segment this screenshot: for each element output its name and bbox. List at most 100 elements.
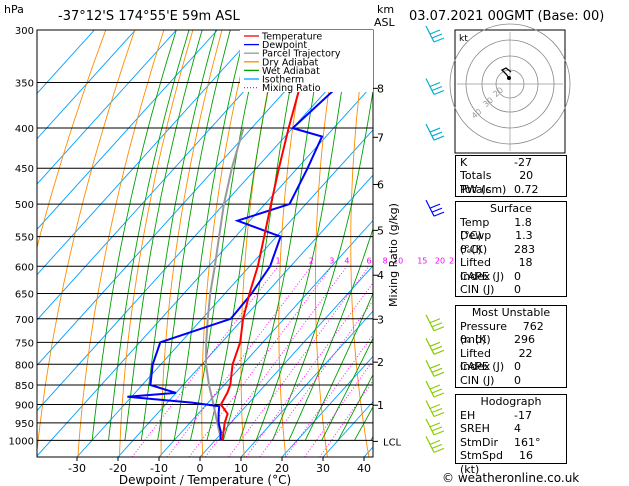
indices-label: Lifted Index: [460, 346, 491, 374]
hpa-label: hPa: [4, 3, 24, 16]
dry-adiabat-line: [37, 30, 107, 250]
dry-adiabat-line: [119, 30, 194, 457]
wind-barb-flag: [429, 318, 441, 324]
mixing-ratio-line: [188, 266, 333, 457]
legend-entry: Temperature: [261, 32, 322, 43]
indices-value: 0: [514, 373, 521, 387]
wind-barb-flag: [431, 443, 443, 449]
indices-label: θₑ (K): [460, 333, 491, 347]
indices-row: Dewp (°C) 1.3: [456, 229, 566, 256]
indices-value: 0: [514, 282, 521, 296]
dry-adiabat-line: [314, 30, 339, 457]
temperature-tick-label: 30: [316, 462, 330, 475]
wet-adiabat-line: [337, 373, 373, 441]
mixing-ratio-line: [319, 380, 373, 457]
km-label: km: [377, 3, 394, 16]
hodograph-unit: kt: [459, 34, 468, 44]
height-tick-label: 4: [377, 269, 384, 282]
wind-barb-flag: [431, 322, 443, 328]
indices-value: 0.72: [514, 182, 539, 196]
wind-barb-flag: [431, 131, 443, 137]
wind-barb-flag: [429, 127, 441, 133]
indices-label: CIN (J): [460, 373, 495, 387]
indices-row: CIN (J) 0: [456, 374, 566, 387]
mixing-ratio-label: 25: [449, 256, 459, 265]
wind-barb-flag: [429, 439, 441, 445]
mixing-ratio-line: [228, 266, 370, 457]
pressure-tick-label: 1000: [9, 436, 34, 447]
sounding-profiles: [127, 30, 344, 441]
isotherm-line: [37, 30, 136, 140]
indices-label: EH: [460, 409, 476, 422]
station-label: -37°12'S 174°55'E 59m ASL: [58, 9, 240, 24]
indices-row: PW (cm) 0.72: [456, 183, 566, 196]
indices-section: Most Unstable Pressure (mb) 762 θₑ (K) 296 Li…: [455, 305, 567, 388]
indices-label: Temp (°C): [460, 216, 490, 243]
indices-label: CIN (J): [460, 282, 495, 296]
indices-row: EH -17: [456, 409, 566, 422]
indices-label: SREH: [460, 422, 490, 436]
indices-row: CIN (J) 0: [456, 283, 566, 296]
legend-entry: Mixing Ratio: [262, 83, 321, 94]
mixing-ratio-lines: [131, 266, 373, 457]
wind-barb-flag: [429, 203, 441, 209]
hodograph-trace: [500, 67, 512, 80]
indices-row: SREH 4: [456, 422, 566, 435]
legend-entry: Isotherm: [262, 75, 304, 86]
indices-label: Dewp (°C): [460, 229, 492, 256]
mixing-ratio-label: 20: [435, 256, 445, 265]
indices-row: Lifted Index 22: [456, 346, 566, 374]
wind-barb-flag: [433, 447, 445, 453]
isotherm-line: [37, 30, 300, 321]
mixing-ratio-line: [167, 266, 312, 457]
isotherm-line: [76, 129, 373, 457]
temperature-tick-label: 20: [275, 462, 289, 475]
dewpoint-line: [127, 30, 344, 441]
dry-adiabat-line: [350, 30, 370, 457]
indices-value: 762: [522, 320, 544, 333]
wind-barb-flag: [429, 341, 441, 347]
wind-barb-flag: [433, 349, 445, 355]
indices-section-title: Surface: [490, 202, 532, 215]
indices-value: 18: [518, 256, 533, 270]
legend-entry: Wet Adiabat: [262, 66, 320, 77]
wind-barb-flag: [433, 430, 445, 436]
height-tick-label: 8: [377, 82, 384, 95]
pressure-tick-label: 450: [15, 164, 34, 175]
indices-section: Surface Temp (°C) 1.8 Dewp (°C) 1.3 θₑ(K) 283 L…: [455, 201, 567, 298]
indices-row: CAPE (J) 0: [456, 270, 566, 283]
indices-row: Temp (°C) 1.8: [456, 216, 566, 243]
wind-barb-flag: [429, 29, 441, 35]
pressure-tick-labels: 300 350 400 450 500 550 600 650 700 750 800 850 900 9…: [9, 26, 34, 447]
pressure-tick-label: 500: [15, 200, 34, 211]
indices-section-title: Most Unstable: [471, 306, 551, 319]
wind-barb-flag: [429, 363, 441, 369]
wind-barb-flag: [431, 33, 443, 39]
mixing-ratio-label: 10: [393, 256, 403, 265]
pressure-tick-label: 850: [15, 381, 34, 392]
indices-row: θₑ (K) 296: [456, 333, 566, 346]
temperature-tick-label: -10: [150, 462, 168, 475]
indices-section: Hodograph EH -17 SREH 4 StmDir 161° StmSpd (kt)…: [455, 394, 567, 476]
indices-row: Lifted Index 18: [456, 256, 566, 282]
indices-value: 0: [514, 360, 521, 374]
indices-value: 283: [514, 242, 535, 256]
indices-row: Pressure (mb) 762: [456, 320, 566, 347]
indices-value: 1.8: [514, 216, 532, 229]
indices-label: Pressure (mb): [460, 320, 507, 347]
wet-adiabat-line: [91, 30, 177, 441]
indices-row: CAPE (J) 0: [456, 360, 566, 373]
indices-value: 16: [518, 449, 533, 463]
legend-entry: Dry Adiabat: [262, 57, 319, 68]
mixing-ratio-label: 3: [329, 256, 334, 265]
lcl-label: LCL: [383, 437, 402, 448]
indices-value: -17: [514, 409, 532, 422]
wind-barb-flag: [433, 211, 445, 217]
wind-barb-flag: [431, 86, 443, 92]
isotherm-line: [199, 265, 373, 457]
height-tick-label: 6: [377, 178, 384, 191]
indices-row: StmDir 161°: [456, 436, 566, 449]
indices-label: StmDir: [460, 435, 499, 449]
legend-entry: Dewpoint: [262, 40, 307, 51]
wind-barb-flag: [433, 135, 445, 141]
